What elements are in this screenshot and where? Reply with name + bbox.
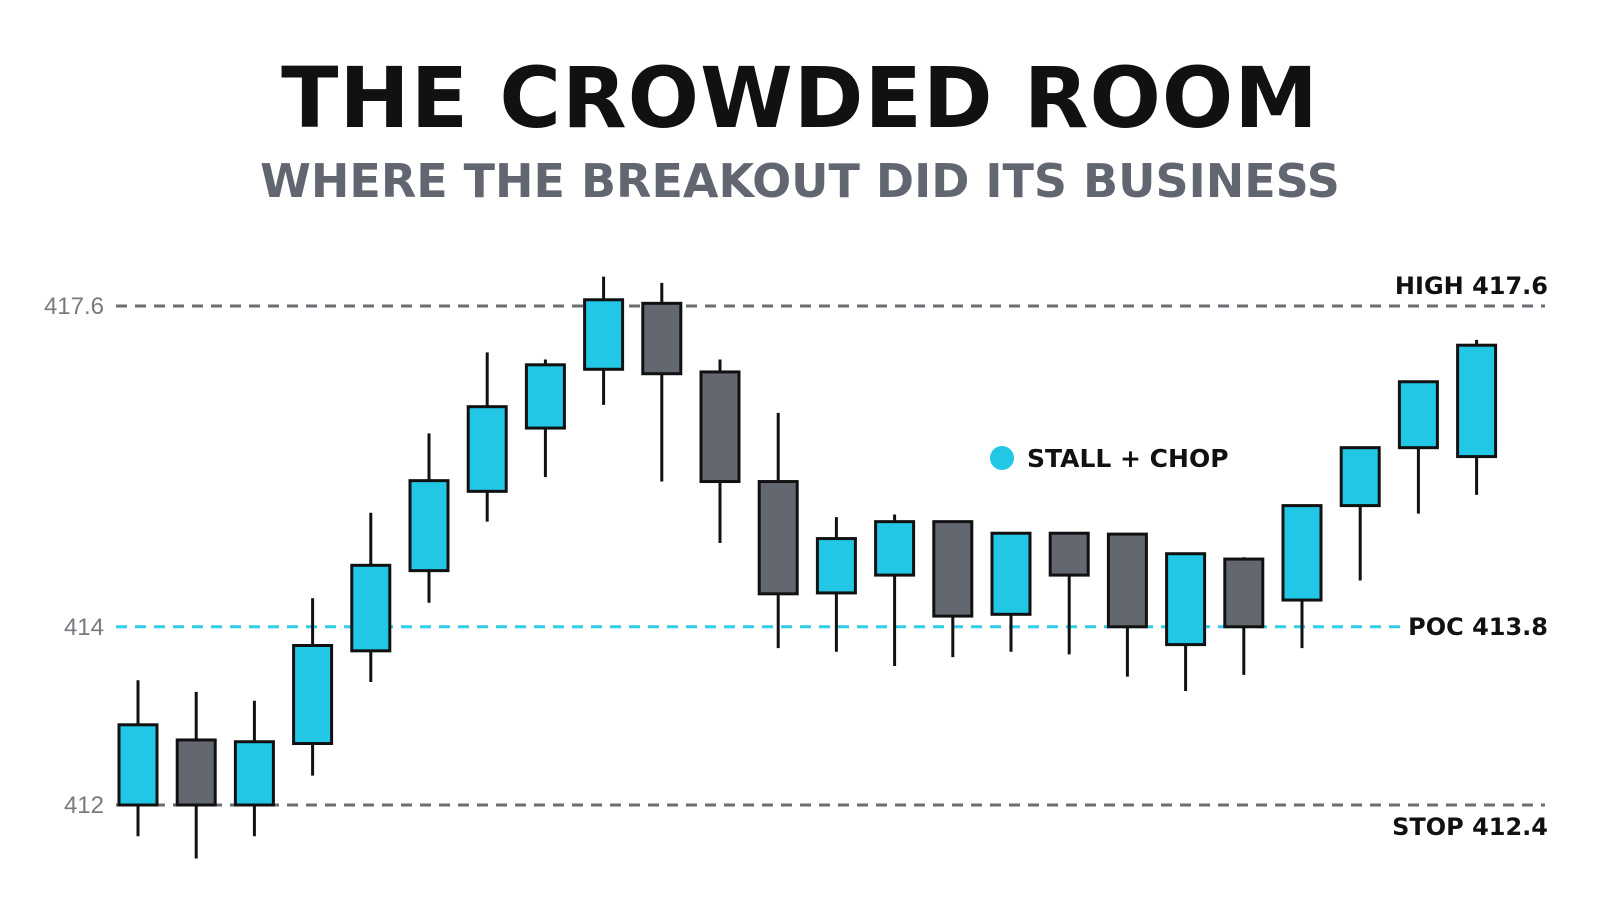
level-label-poc: POC 413.8	[1408, 613, 1548, 641]
candle	[1165, 552, 1207, 691]
candle	[1339, 446, 1381, 581]
y-tick-label: 414	[64, 614, 104, 641]
candle	[1048, 531, 1090, 655]
candle-body-up	[1456, 343, 1498, 459]
y-tick-label: 417.6	[44, 293, 104, 320]
candle	[524, 359, 566, 478]
candle-body-up	[1397, 380, 1439, 450]
labels: 417.6 414 412 HIGH 417.6 POC 413.8 STOP 412.4…	[44, 272, 1548, 841]
candle-body-down	[757, 480, 799, 596]
candle	[1223, 557, 1265, 675]
annotation-label: STALL + CHOP	[1027, 444, 1229, 473]
candle-body-up	[583, 298, 625, 371]
candle	[874, 514, 916, 666]
candle-body-up	[350, 563, 392, 653]
candle	[1397, 380, 1439, 514]
level-label-stop: STOP 412.4	[1392, 813, 1548, 841]
candle	[815, 517, 857, 652]
candle-body-down	[641, 301, 683, 376]
candle	[117, 680, 159, 837]
candle-body-up	[524, 363, 566, 430]
candle	[350, 512, 392, 683]
candle	[583, 276, 625, 405]
candle	[699, 359, 741, 544]
level-label-high: HIGH 417.6	[1395, 272, 1548, 300]
candles	[117, 276, 1498, 859]
candle-body-up	[233, 740, 275, 807]
candle-body-up	[1281, 504, 1323, 602]
candle-body-up	[292, 643, 334, 746]
chart-subtitle: WHERE THE BREAKOUT DID ITS BUSINESS	[260, 154, 1340, 208]
candle	[408, 433, 450, 603]
candle-body-down	[1223, 557, 1265, 629]
candle-body-up	[408, 479, 450, 573]
candle	[175, 691, 217, 859]
candle	[466, 352, 508, 522]
candle-body-up	[117, 723, 159, 807]
candle	[1456, 339, 1498, 495]
candle-body-up	[874, 520, 916, 577]
candle	[757, 412, 799, 649]
candle-body-up	[1339, 446, 1381, 508]
candle	[1281, 504, 1323, 649]
candle	[990, 531, 1032, 652]
candle-body-up	[1165, 552, 1207, 647]
candle	[233, 700, 275, 837]
candle	[641, 282, 683, 482]
candle-body-up	[815, 537, 857, 595]
candle	[932, 520, 974, 658]
y-tick-label: 412	[64, 792, 104, 819]
candle	[292, 598, 334, 776]
candle-body-down	[699, 370, 741, 484]
candle-body-down	[932, 520, 974, 618]
candle-body-down	[1048, 531, 1090, 577]
chart-title: THE CROWDED ROOM	[281, 49, 1319, 147]
candle-body-up	[990, 531, 1032, 616]
candle-body-up	[466, 405, 508, 493]
candle	[1106, 532, 1148, 677]
candle-body-down	[1106, 532, 1148, 629]
annotation-dot	[990, 446, 1014, 470]
candle-body-down	[175, 738, 217, 807]
